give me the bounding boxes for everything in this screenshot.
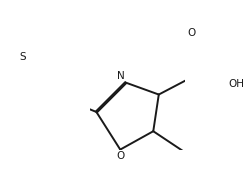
- Text: N: N: [117, 71, 124, 81]
- Text: S: S: [20, 52, 26, 62]
- Text: O: O: [116, 151, 124, 161]
- Text: OH: OH: [228, 79, 244, 89]
- Text: O: O: [188, 28, 196, 38]
